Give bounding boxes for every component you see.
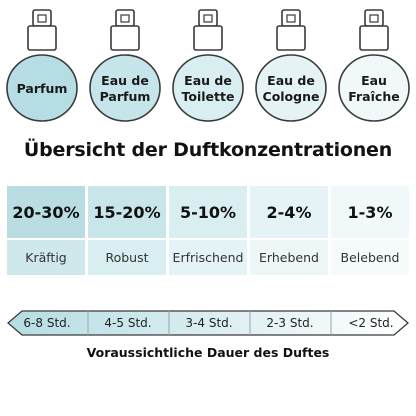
perfume-bottle-icon bbox=[255, 9, 327, 122]
duration-label: 4-5 Std. bbox=[104, 316, 152, 330]
duration-caption: Voraussichtliche Dauer des Duftes bbox=[86, 345, 330, 360]
duration-label: 3-4 Std. bbox=[185, 316, 233, 330]
bottle-label: Parfum bbox=[16, 81, 68, 96]
concentration-percent: 5-10% bbox=[169, 186, 247, 238]
duration-label: 2-3 Std. bbox=[266, 316, 314, 330]
perfume-bottle-icon bbox=[6, 9, 78, 122]
concentration-percent: 2-4% bbox=[250, 186, 328, 238]
duration-arrow: 6-8 Std. 4-5 Std. 3-4 Std. 2-3 Std. <2 S… bbox=[0, 308, 416, 338]
bottle-label: Eau Fraîche bbox=[348, 73, 400, 104]
concentration-character: Robust bbox=[88, 240, 166, 275]
perfume-bottle-icon bbox=[172, 9, 244, 122]
concentration-percent: 15-20% bbox=[88, 186, 166, 238]
bottle-label: Eau de Cologne bbox=[262, 73, 320, 104]
duration-label: <2 Std. bbox=[348, 316, 394, 330]
concentration-column: 15-20% Robust bbox=[88, 186, 166, 275]
bottle-eau-de-parfum: Eau de Parfum bbox=[87, 0, 163, 128]
concentration-character: Erhebend bbox=[250, 240, 328, 275]
concentration-column: 5-10% Erfrischend bbox=[169, 186, 247, 275]
concentration-column: 2-4% Erhebend bbox=[250, 186, 328, 275]
concentration-character: Kräftig bbox=[7, 240, 85, 275]
concentration-character: Erfrischend bbox=[169, 240, 247, 275]
bottle-label: Eau de Toilette bbox=[181, 73, 235, 104]
perfume-bottle-icon bbox=[89, 9, 161, 122]
concentration-character: Belebend bbox=[331, 240, 409, 275]
concentration-percent: 20-30% bbox=[7, 186, 85, 238]
bottle-row: Parfum Eau de Parfum Eau de Toilette bbox=[0, 0, 416, 130]
concentration-column: 20-30% Kräftig bbox=[7, 186, 85, 275]
bottle-label: Eau de Parfum bbox=[99, 73, 151, 104]
bottle-parfum: Parfum bbox=[4, 0, 80, 128]
bottle-eau-de-toilette: Eau de Toilette bbox=[170, 0, 246, 128]
bottle-eau-fraiche: Eau Fraîche bbox=[336, 0, 412, 128]
double-arrow-icon bbox=[7, 310, 409, 336]
concentration-percent: 1-3% bbox=[331, 186, 409, 238]
perfume-bottle-icon bbox=[338, 9, 410, 122]
page-title: Übersicht der Duftkonzentrationen bbox=[23, 139, 393, 161]
duration-label: 6-8 Std. bbox=[23, 316, 71, 330]
concentration-column: 1-3% Belebend bbox=[331, 186, 409, 275]
bottle-eau-de-cologne: Eau de Cologne bbox=[253, 0, 329, 128]
concentration-table: 20-30% Kräftig 15-20% Robust 5-10% Erfri… bbox=[7, 186, 409, 275]
